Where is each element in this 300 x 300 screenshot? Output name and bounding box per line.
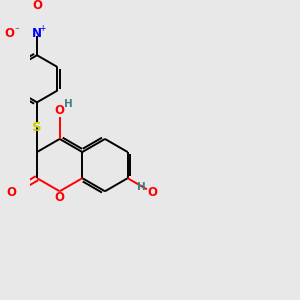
Text: O: O bbox=[32, 0, 42, 12]
Text: O: O bbox=[5, 27, 15, 40]
Text: O: O bbox=[55, 104, 65, 118]
Text: O: O bbox=[7, 186, 16, 199]
Text: ⁻: ⁻ bbox=[14, 26, 19, 35]
Text: S: S bbox=[32, 121, 42, 134]
Text: N: N bbox=[32, 27, 42, 40]
Text: O: O bbox=[55, 190, 65, 203]
Text: O: O bbox=[147, 186, 157, 199]
Text: +: + bbox=[40, 23, 46, 32]
Text: H: H bbox=[136, 182, 145, 193]
Text: H: H bbox=[64, 99, 72, 109]
